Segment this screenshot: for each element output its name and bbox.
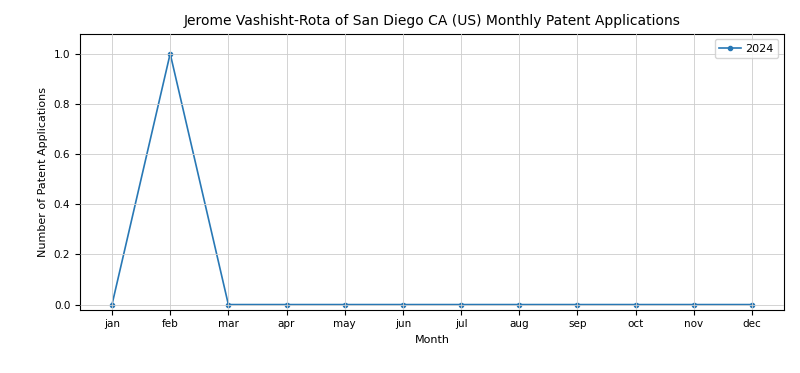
2024 xyxy=(166,51,175,56)
Y-axis label: Number of Patent Applications: Number of Patent Applications xyxy=(38,87,48,257)
2024 xyxy=(223,303,233,307)
2024 xyxy=(398,303,408,307)
X-axis label: Month: Month xyxy=(414,335,450,345)
2024 xyxy=(282,303,291,307)
2024 xyxy=(340,303,350,307)
2024 xyxy=(107,303,117,307)
Line: 2024: 2024 xyxy=(110,51,754,307)
2024 xyxy=(689,303,698,307)
Legend: 2024: 2024 xyxy=(714,39,778,58)
2024 xyxy=(631,303,641,307)
2024 xyxy=(456,303,466,307)
2024 xyxy=(514,303,524,307)
2024 xyxy=(573,303,582,307)
Title: Jerome Vashisht-Rota of San Diego CA (US) Monthly Patent Applications: Jerome Vashisht-Rota of San Diego CA (US… xyxy=(183,14,681,28)
2024 xyxy=(747,303,757,307)
